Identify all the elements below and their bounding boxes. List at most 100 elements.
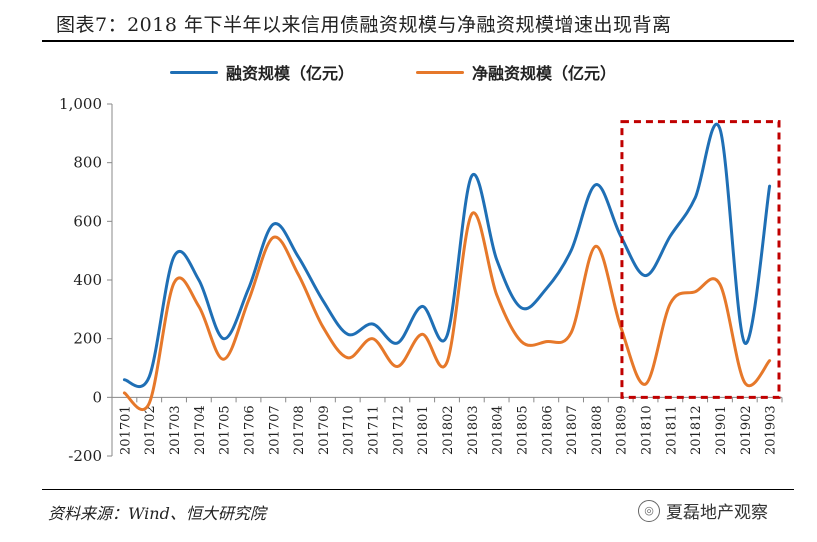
data-point-series-2: [520, 340, 523, 343]
data-point-series-2: [718, 283, 722, 286]
data-point-series-2: [693, 290, 697, 293]
x-tick-label: 201809: [615, 405, 630, 455]
x-tick-label: 201701: [118, 405, 133, 455]
data-point-series-2: [222, 358, 225, 361]
x-tick-label: 201706: [242, 405, 257, 455]
data-point-series-2: [495, 293, 498, 296]
x-tick-label: 201901: [714, 405, 729, 455]
x-tick-label: 201703: [168, 405, 183, 455]
data-point-series-1: [445, 334, 449, 337]
data-point-series-2: [123, 391, 126, 395]
data-point-series-2: [768, 359, 771, 362]
data-point-series-1: [420, 305, 424, 308]
data-point-series-1: [346, 333, 349, 336]
data-point-series-2: [569, 331, 573, 334]
y-tick-label: 0: [92, 388, 102, 406]
data-point-series-1: [768, 184, 771, 188]
y-tick-label: -200: [68, 447, 102, 465]
data-point-series-1: [718, 127, 722, 131]
data-point-series-2: [445, 360, 449, 364]
legend-swatch-series-1: [170, 70, 218, 74]
x-tick-label: 201802: [441, 405, 456, 455]
x-tick-label: 201808: [590, 405, 605, 455]
data-point-series-1: [495, 258, 498, 261]
data-point-series-1: [470, 174, 474, 178]
data-point-series-1: [321, 299, 325, 302]
data-point-series-2: [545, 340, 548, 343]
data-point-series-1: [669, 234, 672, 238]
series-line-1: [122, 123, 772, 389]
data-point-series-1: [520, 306, 523, 310]
data-point-series-1: [396, 341, 399, 345]
data-point-series-2: [669, 302, 672, 305]
data-point-series-2: [420, 333, 424, 336]
y-tick-label: 200: [73, 330, 102, 348]
x-tick-label: 201807: [565, 405, 580, 455]
data-point-series-2: [594, 245, 598, 248]
watermark-text: 夏磊地产观察: [666, 503, 768, 523]
data-point-series-2: [197, 305, 201, 308]
x-tick-label: 201811: [664, 405, 679, 455]
data-point-series-1: [123, 378, 126, 381]
x-tick-label: 201705: [218, 405, 233, 455]
top-rule: [42, 40, 794, 42]
data-point-series-1: [172, 255, 176, 258]
x-tick-label: 201711: [367, 405, 382, 455]
wechat-icon: ◎: [638, 499, 660, 522]
x-tick-label: 201903: [764, 405, 779, 455]
legend-label-series-1: 融资规模（亿元）: [226, 64, 355, 83]
bottom-rule: [42, 489, 794, 490]
x-tick-label: 201708: [292, 405, 307, 455]
data-point-series-2: [247, 299, 250, 302]
x-tick-label: 201902: [739, 405, 754, 455]
y-tick-label: 600: [73, 212, 102, 230]
data-point-series-1: [569, 249, 573, 252]
x-tick-label: 201704: [193, 405, 208, 455]
data-point-series-1: [222, 337, 225, 340]
data-point-series-1: [693, 196, 697, 200]
legend-item-series-2: 净融资规模（亿元）: [416, 60, 616, 84]
data-point-series-2: [172, 281, 176, 285]
x-tick-label: 201712: [391, 405, 406, 455]
x-tick-label: 201810: [640, 405, 655, 455]
x-tick-label: 201707: [267, 405, 282, 455]
legend-item-series-1: 融资规模（亿元）: [170, 60, 354, 84]
data-point-series-1: [644, 274, 647, 277]
data-point-series-1: [545, 287, 548, 290]
data-point-series-1: [296, 255, 300, 258]
data-point-series-2: [148, 402, 151, 405]
y-tick-label: 800: [73, 154, 102, 172]
x-tick-label: 201803: [466, 405, 481, 455]
legend-swatch-series-2: [416, 70, 465, 74]
data-point-series-1: [743, 341, 746, 345]
data-point-series-1: [371, 322, 374, 326]
y-tick-label: 400: [73, 271, 102, 289]
chart-legend: 融资规模（亿元） 净融资规模（亿元）: [170, 60, 616, 84]
x-tick-label: 201805: [515, 405, 530, 455]
x-tick-label: 201709: [317, 405, 332, 455]
data-point-series-1: [247, 287, 250, 290]
data-point-series-2: [396, 365, 399, 368]
data-point-series-1: [594, 183, 598, 186]
legend-label-series-2: 净融资规模（亿元）: [472, 64, 617, 83]
series-line-2: [122, 211, 772, 412]
data-point-series-2: [371, 337, 374, 340]
data-point-series-1: [197, 278, 201, 282]
x-tick-label: 201812: [689, 405, 704, 455]
x-tick-label: 201710: [342, 405, 357, 455]
data-point-series-2: [644, 382, 647, 386]
y-tick-label: 1,000: [59, 95, 102, 113]
source-note: 资料来源：Wind、恒大研究院: [48, 504, 266, 523]
data-point-series-2: [470, 212, 474, 216]
x-tick-label: 201806: [540, 405, 555, 455]
data-point-series-2: [296, 272, 300, 276]
data-point-series-2: [272, 236, 275, 239]
data-point-series-2: [321, 325, 325, 329]
data-point-series-2: [346, 356, 349, 359]
data-point-series-2: [743, 381, 746, 384]
figure-title: 图表7：2018 年下半年以来信用债融资规模与净融资规模增速出现背离: [56, 14, 672, 36]
watermark: ◎ 夏磊地产观察: [638, 498, 768, 523]
data-point-series-1: [272, 223, 275, 226]
x-tick-label: 201804: [491, 405, 506, 455]
